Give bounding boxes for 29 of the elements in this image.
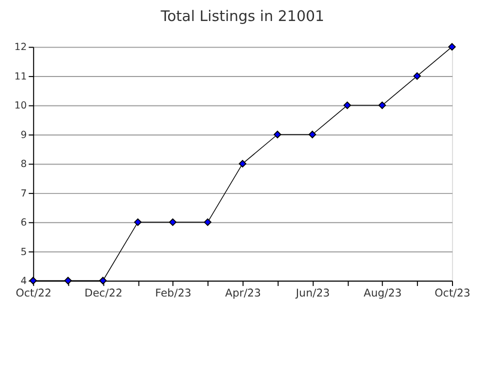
y-tick-label: 9	[20, 130, 27, 141]
y-tick-label: 4	[20, 276, 27, 288]
y-tick-label: 5	[20, 246, 27, 258]
y-tick-label: 6	[20, 218, 27, 229]
point	[134, 218, 142, 226]
point	[99, 276, 107, 284]
y-tick-label: 10	[14, 100, 27, 112]
y-tick-label: 8	[20, 159, 27, 170]
x-tick-label: Jun/23	[294, 286, 330, 300]
point	[274, 130, 282, 138]
y-tick-label: 12	[14, 42, 27, 54]
point	[308, 130, 316, 138]
point	[378, 102, 386, 110]
point	[448, 43, 456, 51]
y-tick-label: 11	[14, 71, 27, 82]
point	[64, 276, 72, 284]
x-tick-label: Oct/22	[16, 286, 52, 300]
chart-title: Total Listings in 21001	[160, 8, 324, 26]
x-tick-label: Aug/23	[364, 286, 402, 300]
point	[344, 102, 352, 110]
x-tick-label: Feb/23	[155, 286, 192, 300]
point	[413, 72, 421, 80]
point	[204, 218, 212, 226]
x-tick-label: Oct/23	[434, 286, 470, 300]
x-tick-label: Dec/22	[84, 286, 122, 300]
point	[238, 160, 246, 168]
x-tick-label: Apr/23	[225, 286, 261, 300]
point	[168, 218, 177, 226]
y-tick-label: 7	[20, 188, 27, 200]
